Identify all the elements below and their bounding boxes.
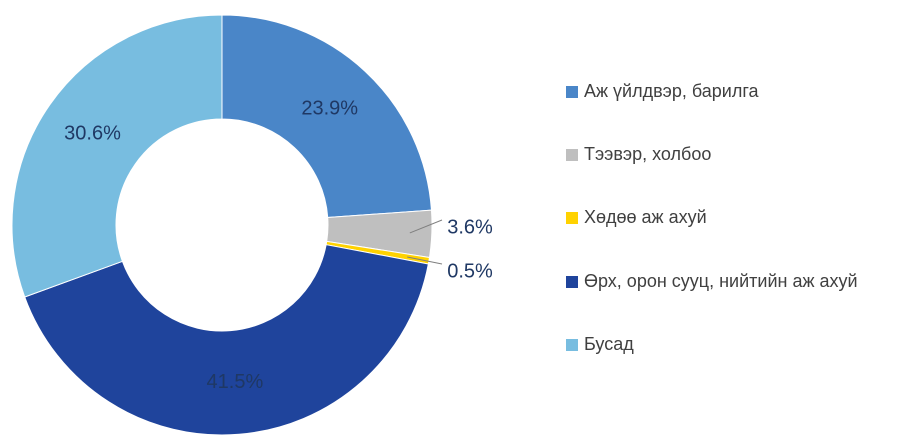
legend-swatch [566, 276, 578, 288]
data-label: 23.9% [301, 98, 358, 120]
legend-item: Аж үйлдвэр, барилга [566, 81, 923, 102]
data-label: 0.5% [447, 260, 493, 282]
leader-line [409, 219, 443, 234]
data-label: 3.6% [447, 216, 493, 238]
legend-item: Хөдөө аж ахуй [566, 207, 923, 228]
legend-label: Өрх, орон сууц, нийтийн аж ахуй [584, 271, 858, 291]
slice [24, 244, 429, 436]
legend-swatch [566, 86, 578, 98]
legend-label: Аж үйлдвэр, барилга [584, 81, 759, 101]
data-label: 41.5% [207, 371, 264, 393]
data-label: 30.6% [64, 123, 121, 145]
legend-item: Өрх, орон сууц, нийтийн аж ахуй [566, 271, 923, 292]
legend-label: Бусад [584, 334, 634, 354]
legend-label: Хөдөө аж ахуй [584, 207, 707, 227]
slice [221, 14, 433, 219]
legend-item: Бусад [566, 334, 923, 355]
legend-swatch [566, 212, 578, 224]
leader-line [407, 256, 443, 265]
legend-item: Тээвэр, холбоо [566, 144, 923, 165]
legend-swatch [566, 149, 578, 161]
legend-swatch [566, 339, 578, 351]
legend-label: Тээвэр, холбоо [584, 144, 712, 164]
slice [11, 14, 223, 298]
